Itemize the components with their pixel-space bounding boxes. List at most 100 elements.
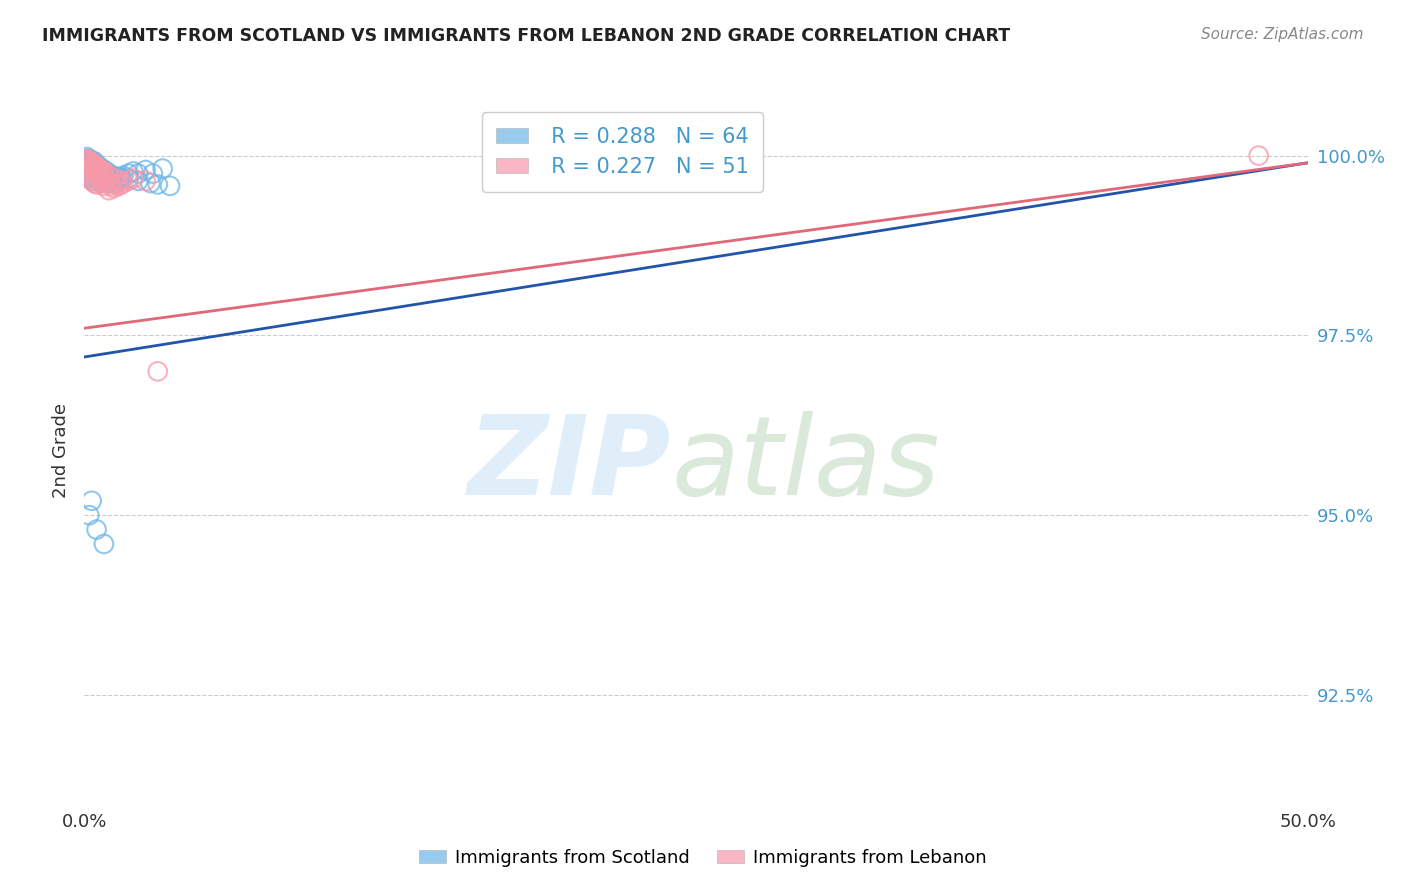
Point bbox=[93, 166, 115, 180]
Point bbox=[93, 171, 115, 186]
Point bbox=[86, 161, 108, 176]
Point bbox=[80, 493, 103, 508]
Point bbox=[83, 157, 105, 171]
Point bbox=[90, 164, 112, 178]
Point bbox=[122, 171, 145, 186]
Point bbox=[110, 170, 132, 185]
Point bbox=[83, 160, 105, 174]
Point bbox=[77, 153, 100, 168]
Point bbox=[83, 161, 105, 176]
Point bbox=[90, 169, 112, 183]
Point bbox=[117, 171, 139, 186]
Text: atlas: atlas bbox=[672, 411, 941, 518]
Point bbox=[77, 171, 100, 186]
Point bbox=[86, 160, 108, 174]
Point bbox=[77, 164, 100, 178]
Point bbox=[87, 174, 110, 188]
Point bbox=[103, 174, 125, 188]
Point bbox=[100, 178, 122, 193]
Point bbox=[77, 160, 100, 174]
Point bbox=[103, 181, 125, 195]
Point bbox=[80, 161, 103, 175]
Point bbox=[87, 161, 110, 176]
Point bbox=[77, 164, 100, 178]
Y-axis label: 2nd Grade: 2nd Grade bbox=[52, 403, 70, 498]
Point bbox=[77, 156, 100, 170]
Point bbox=[86, 171, 108, 186]
Point bbox=[93, 163, 115, 178]
Legend:   R = 0.288   N = 64,   R = 0.227   N = 51: R = 0.288 N = 64, R = 0.227 N = 51 bbox=[482, 112, 763, 192]
Point bbox=[112, 176, 135, 190]
Point bbox=[110, 174, 132, 188]
Point bbox=[139, 176, 162, 190]
Text: ZIP: ZIP bbox=[468, 411, 672, 518]
Point bbox=[83, 174, 105, 188]
Point bbox=[83, 176, 105, 190]
Point bbox=[105, 178, 128, 192]
Point bbox=[93, 164, 115, 178]
Point bbox=[146, 364, 169, 378]
Legend: Immigrants from Scotland, Immigrants from Lebanon: Immigrants from Scotland, Immigrants fro… bbox=[412, 842, 994, 874]
Point bbox=[83, 169, 105, 183]
Point bbox=[103, 171, 125, 186]
Point bbox=[122, 164, 145, 178]
Point bbox=[80, 153, 103, 168]
Point bbox=[86, 164, 108, 178]
Point bbox=[87, 160, 110, 174]
Text: Source: ZipAtlas.com: Source: ZipAtlas.com bbox=[1201, 27, 1364, 42]
Point bbox=[1247, 148, 1270, 162]
Point bbox=[107, 178, 129, 193]
Point bbox=[112, 169, 135, 183]
Point bbox=[146, 178, 169, 192]
Point bbox=[80, 170, 103, 185]
Point bbox=[87, 163, 110, 178]
Point bbox=[93, 178, 115, 193]
Point bbox=[93, 537, 115, 551]
Point bbox=[80, 167, 103, 181]
Point bbox=[100, 171, 122, 186]
Point bbox=[76, 157, 98, 171]
Point bbox=[90, 176, 112, 190]
Point bbox=[107, 170, 129, 185]
Point bbox=[87, 174, 110, 188]
Point bbox=[152, 161, 174, 176]
Point bbox=[80, 156, 103, 170]
Point bbox=[96, 164, 118, 178]
Point bbox=[87, 161, 110, 176]
Point bbox=[93, 171, 115, 186]
Point bbox=[80, 157, 103, 171]
Point bbox=[83, 163, 105, 178]
Point bbox=[77, 153, 100, 167]
Point bbox=[87, 167, 110, 181]
Point bbox=[76, 163, 98, 178]
Point bbox=[86, 160, 108, 174]
Point bbox=[80, 174, 103, 188]
Point bbox=[77, 154, 100, 169]
Point bbox=[127, 167, 149, 181]
Point bbox=[77, 508, 100, 523]
Point bbox=[83, 154, 105, 169]
Point bbox=[83, 160, 105, 174]
Point bbox=[87, 167, 110, 181]
Point bbox=[90, 169, 112, 183]
Point bbox=[117, 174, 139, 188]
Point bbox=[103, 169, 125, 183]
Point bbox=[77, 154, 100, 169]
Point bbox=[96, 174, 118, 188]
Point bbox=[97, 169, 120, 183]
Point bbox=[96, 167, 118, 181]
Point bbox=[90, 163, 112, 178]
Point bbox=[110, 178, 132, 192]
Point bbox=[86, 163, 108, 178]
Point bbox=[93, 164, 115, 178]
Point bbox=[76, 153, 98, 167]
Text: IMMIGRANTS FROM SCOTLAND VS IMMIGRANTS FROM LEBANON 2ND GRADE CORRELATION CHART: IMMIGRANTS FROM SCOTLAND VS IMMIGRANTS F… bbox=[42, 27, 1011, 45]
Point bbox=[97, 176, 120, 190]
Point bbox=[117, 167, 139, 181]
Point bbox=[76, 150, 98, 164]
Point bbox=[83, 169, 105, 183]
Point bbox=[97, 176, 120, 190]
Point bbox=[90, 176, 112, 190]
Point bbox=[127, 174, 149, 188]
Point bbox=[80, 156, 103, 170]
